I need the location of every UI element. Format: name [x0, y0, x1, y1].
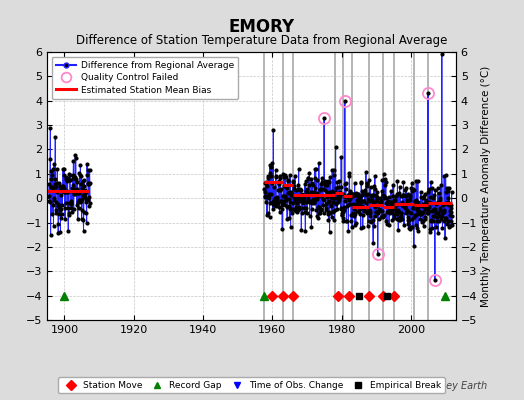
Y-axis label: Monthly Temperature Anomaly Difference (°C): Monthly Temperature Anomaly Difference (… — [482, 65, 492, 307]
Text: Berkeley Earth: Berkeley Earth — [415, 381, 487, 391]
Text: EMORY: EMORY — [229, 18, 295, 36]
Legend: Difference from Regional Average, Quality Control Failed, Estimated Station Mean: Difference from Regional Average, Qualit… — [52, 56, 238, 99]
Legend: Station Move, Record Gap, Time of Obs. Change, Empirical Break: Station Move, Record Gap, Time of Obs. C… — [58, 377, 445, 394]
Text: Difference of Station Temperature Data from Regional Average: Difference of Station Temperature Data f… — [77, 34, 447, 47]
